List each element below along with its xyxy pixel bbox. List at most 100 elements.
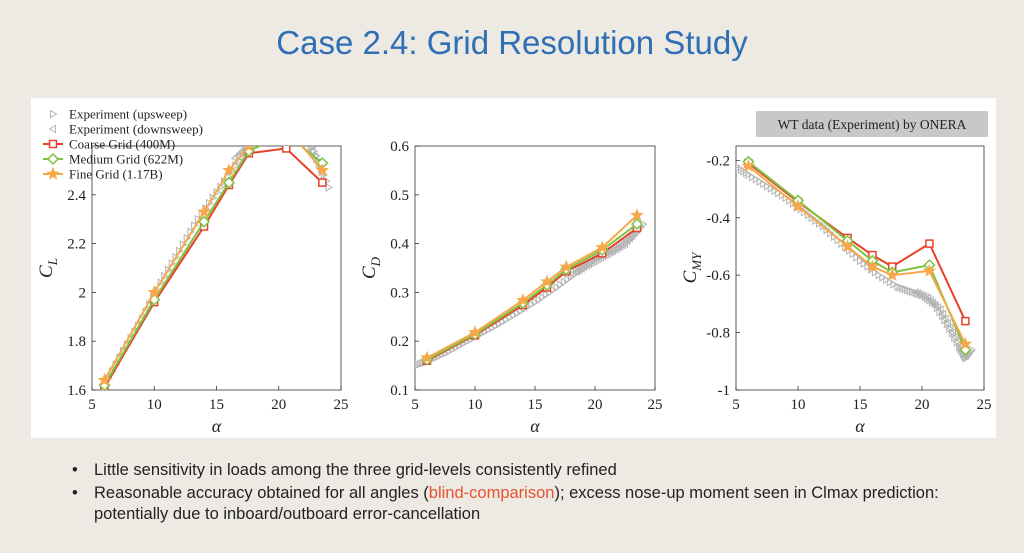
experiment-downsweep-marker <box>296 131 302 138</box>
experiment-upsweep-marker <box>496 319 504 329</box>
experiment-upsweep-marker <box>749 172 757 182</box>
experiment-upsweep-marker <box>853 253 861 262</box>
experiment-upsweep-marker <box>886 277 895 287</box>
experiment-downsweep-marker <box>291 127 297 134</box>
experiment-upsweep-marker <box>560 277 569 287</box>
experiment-upsweep-marker <box>291 126 297 133</box>
medium-marker <box>281 129 291 139</box>
fine-marker <box>222 163 236 177</box>
experiment-upsweep-marker <box>532 297 540 307</box>
plot-frame <box>91 145 342 391</box>
legend-entry: Coarse Grid (400M) <box>69 137 175 152</box>
experiment-upsweep-marker <box>564 275 572 284</box>
experiment-upsweep-marker <box>305 146 308 147</box>
experiment-upsweep-marker <box>261 132 267 139</box>
experiment-upsweep-marker <box>506 313 515 323</box>
experiment-downsweep-marker <box>936 305 944 314</box>
experiment-upsweep-marker <box>756 177 765 186</box>
experiment-downsweep-marker <box>294 128 300 135</box>
coarse-marker <box>318 178 327 187</box>
plot-frame <box>414 145 656 391</box>
experiment-upsweep-marker <box>492 321 500 331</box>
experiment-downsweep-marker <box>269 128 275 135</box>
x-tick-label: 10 <box>791 397 806 413</box>
y-tick-label: -0.4 <box>706 211 730 227</box>
y-tick-label: 0.5 <box>390 188 409 204</box>
legend-entry: Experiment (upsweep) <box>69 107 187 122</box>
experiment-upsweep-marker <box>823 225 832 235</box>
y-tick-label: -0.6 <box>706 268 730 284</box>
bullet-list: • Little sensitivity in loads among the … <box>72 460 992 527</box>
y-axis-label: CD <box>359 256 383 279</box>
legend-entry: Fine Grid (1.17B) <box>69 167 163 182</box>
y-tick-label: 0.2 <box>390 334 409 350</box>
experiment-upsweep-marker <box>890 279 898 289</box>
fine-marker <box>516 293 530 306</box>
experiment-downsweep-marker <box>625 233 633 243</box>
experiment-upsweep-marker <box>808 213 817 223</box>
x-tick-label: 25 <box>648 397 663 413</box>
experiment-upsweep-marker <box>767 184 776 193</box>
fine-marker <box>97 373 112 387</box>
series-experiment-downsweep <box>911 288 969 360</box>
plot-area <box>736 155 977 363</box>
experiment-upsweep-marker <box>771 186 779 196</box>
fine-marker <box>865 259 880 273</box>
bullet-item: • Little sensitivity in loads among the … <box>72 460 992 481</box>
experiment-upsweep-marker <box>816 219 824 228</box>
experiment-upsweep-marker <box>284 125 290 132</box>
experiment-upsweep-marker <box>488 323 497 333</box>
experiment-upsweep-marker <box>296 128 302 135</box>
coarse-marker <box>961 316 970 326</box>
medium-marker <box>630 218 644 231</box>
experiment-upsweep-marker <box>904 285 912 295</box>
experiment-upsweep-marker <box>416 359 425 369</box>
experiment-upsweep-marker <box>899 284 907 293</box>
fine-marker <box>468 325 482 339</box>
experiment-downsweep-marker <box>48 124 56 134</box>
experiment-upsweep-marker <box>906 286 915 296</box>
chart-3: 5 10 15 20 25 -1 -0.8 -0.6 -0.4 -0.2 α CMY <box>680 145 992 436</box>
y-axis-label-sub: MY <box>689 251 704 272</box>
badge-background <box>756 111 988 137</box>
x-tick-label: 5 <box>411 397 419 413</box>
experiment-upsweep-marker <box>286 125 292 132</box>
experiment-upsweep-marker <box>901 284 910 294</box>
legend: Experiment (upsweep)Experiment (downswee… <box>43 107 203 182</box>
medium-marker <box>197 215 211 228</box>
plot-area <box>415 208 648 369</box>
experiment-upsweep-marker <box>804 210 813 220</box>
bullet-text: Little sensitivity in loads among the th… <box>94 461 617 479</box>
x-tick-label: 25 <box>977 397 992 413</box>
bullet-dot-icon: • <box>72 461 78 479</box>
experiment-downsweep-marker <box>274 127 280 134</box>
medium-marker <box>222 176 236 189</box>
bullet-dot-icon: • <box>72 484 78 502</box>
x-tick-label: 10 <box>468 397 483 413</box>
experiment-upsweep-marker <box>909 287 917 297</box>
y-axis-label: CL <box>36 258 60 278</box>
experiment-upsweep-marker <box>271 127 277 134</box>
fine-marker <box>46 166 60 180</box>
fine-marker <box>147 285 162 299</box>
experiment-downsweep-marker <box>254 146 256 147</box>
experiment-upsweep-marker <box>896 283 905 292</box>
experiment-upsweep-marker <box>514 309 522 318</box>
x-tick-label: 5 <box>88 397 96 413</box>
bullet-item: • Reasonable accuracy obtained for all a… <box>72 483 992 525</box>
fine-marker <box>281 121 292 132</box>
y-axis-label-sub: D <box>368 256 383 267</box>
experiment-upsweep-marker <box>294 127 300 134</box>
experiment-upsweep-marker <box>528 300 536 309</box>
experiment-upsweep-marker <box>801 207 809 217</box>
experiment-upsweep-marker <box>503 315 511 325</box>
experiment-upsweep-marker <box>50 109 58 119</box>
experiment-upsweep-marker <box>325 183 334 192</box>
experiment-downsweep-marker <box>281 125 287 132</box>
x-axis-label: α <box>530 416 540 436</box>
experiment-downsweep-marker <box>252 137 258 144</box>
experiment-upsweep-marker <box>827 228 835 238</box>
experiment-upsweep-marker <box>553 282 562 292</box>
fine-marker <box>922 263 937 277</box>
experiment-upsweep-marker <box>499 317 508 327</box>
